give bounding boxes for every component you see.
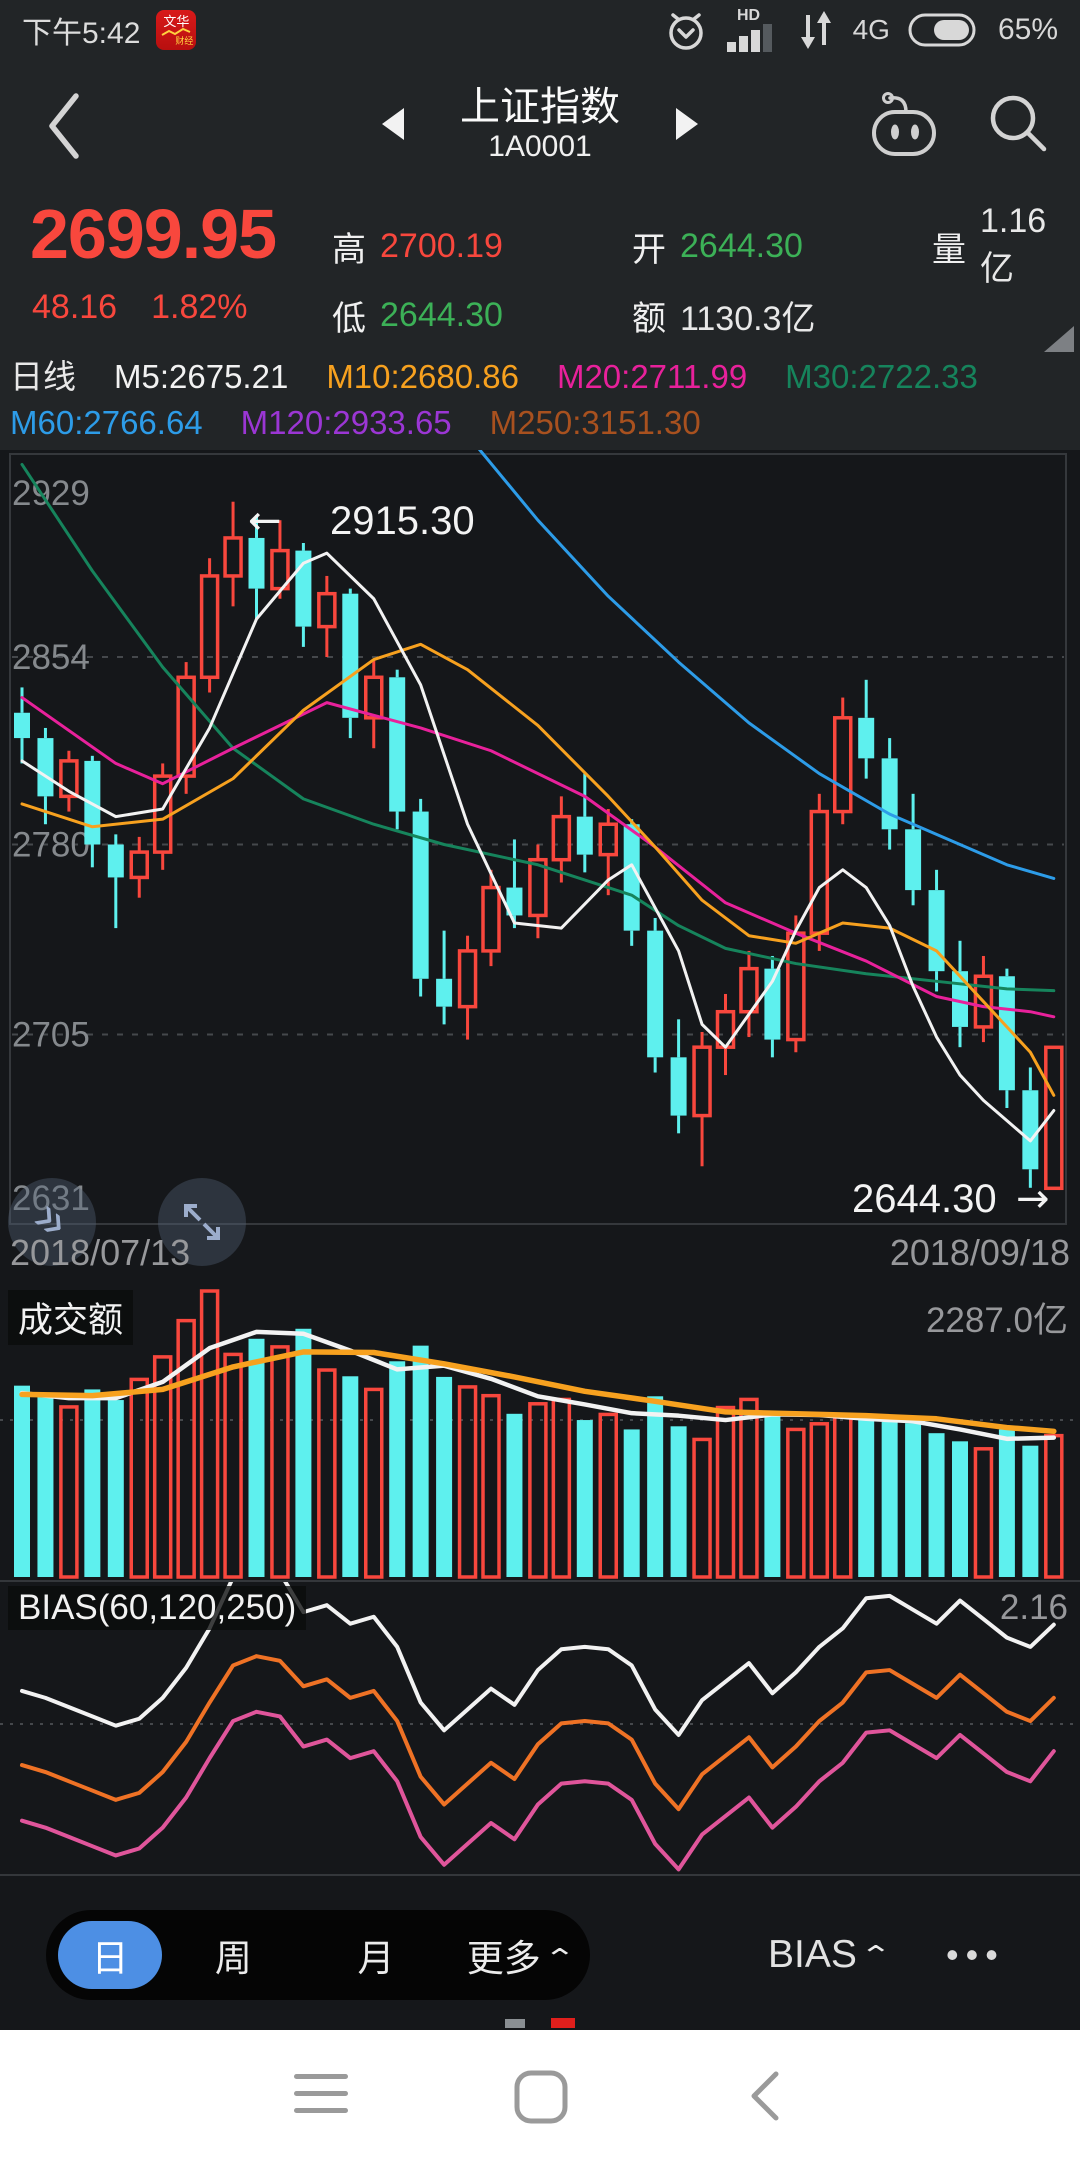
change-value: 48.16: [32, 288, 118, 326]
page-title: 上证指数: [460, 84, 620, 129]
svg-text:2644.30: 2644.30: [852, 1177, 997, 1221]
amount-value: 1130.3亿: [680, 299, 816, 338]
alarm-icon: [668, 13, 703, 50]
start-date-label: 2018/07/13: [10, 1232, 191, 1273]
svg-text:2780: 2780: [12, 826, 90, 865]
period-tab-bar: 日 周 月 更多⌃: [46, 1910, 590, 2000]
nav-back-icon[interactable]: [744, 2068, 784, 2124]
volume-label: 量: [932, 230, 966, 269]
app-icon-text: 文华: [163, 13, 190, 29]
last-price: 2699.95: [30, 195, 277, 273]
back-button[interactable]: [40, 88, 92, 164]
home-icon[interactable]: [512, 2068, 570, 2126]
battery-percent-label: 65%: [997, 13, 1058, 46]
bias-canvas[interactable]: [0, 1582, 1080, 1874]
ma-legend-item: M10:2680.86: [326, 358, 519, 395]
ma-legend-item: M5:2675.21: [114, 358, 289, 395]
clock-time: 下午5:42: [22, 17, 141, 50]
hd-signal-icon: HD: [726, 7, 772, 52]
menu-icon[interactable]: [292, 2068, 350, 2118]
ma-legend-item: M250:3151.30: [489, 404, 701, 441]
indicator-label: BIAS: [768, 1933, 857, 1976]
bias-last-value: 2.16: [999, 1588, 1068, 1627]
ma-legend: 日线 M5:2675.21 M10:2680.86 M20:2711.99 M30:2…: [0, 354, 1080, 450]
volume-canvas[interactable]: [0, 1286, 1080, 1580]
open-value: 2644.30: [680, 226, 803, 265]
tab-week[interactable]: 周: [214, 1938, 252, 1979]
chevron-up-icon: ⌃: [543, 1943, 577, 1973]
open-label: 开: [632, 230, 666, 269]
app-icon-chart-line: [161, 27, 191, 36]
ma-legend-item: M30:2722.33: [785, 358, 978, 395]
svg-text:HD: HD: [737, 7, 760, 24]
tab-more[interactable]: 更多⌃: [447, 1928, 590, 1982]
date-axis: 2018/07/13 2018/09/18: [0, 1230, 1080, 1286]
svg-text:2631: 2631: [12, 1179, 90, 1218]
bottom-toolbar: 日 周 月 更多⌃ BIAS ⌃ •••: [0, 1876, 1080, 2030]
high-value: 2700.19: [380, 226, 503, 265]
battery-icon: [908, 13, 976, 47]
svg-text:2854: 2854: [12, 638, 90, 677]
search-button[interactable]: [986, 91, 1050, 157]
period-label: 日线: [10, 358, 76, 395]
price-change: 48.16 1.82%: [32, 288, 248, 327]
tab-day[interactable]: 日: [58, 1921, 162, 1989]
tab-month[interactable]: 月: [357, 1938, 395, 1979]
svg-text:→: →: [1016, 1176, 1050, 1222]
ma-legend-item: M20:2711.99: [556, 358, 748, 395]
page-indicator: [0, 2018, 1080, 2028]
collapse-chart-button[interactable]: »: [8, 1178, 96, 1266]
ma-legend-item: M60:2766.64: [10, 404, 203, 441]
page-dot-inactive: [505, 2018, 525, 2028]
expand-icon: [184, 1204, 220, 1240]
status-bar: 下午5:42 文华 财经 HD: [0, 0, 1080, 60]
end-date-label: 2018/09/18: [889, 1232, 1070, 1273]
chevron-up-icon: ⌃: [859, 1939, 893, 1970]
expand-chart-button[interactable]: [158, 1178, 246, 1266]
kline-chart[interactable]: 2929 2854 2780 2705 2631 ← 2915.30 2644.30 → »: [0, 450, 1080, 1266]
wenhua-app-icon: 文华 财经: [156, 10, 197, 50]
more-options-button[interactable]: •••: [946, 1934, 1005, 1975]
app-header: 上证指数 1A0001: [0, 60, 1080, 188]
svg-text:2915.30: 2915.30: [330, 499, 475, 543]
network-type-label: 4G: [852, 14, 890, 45]
app-icon-subtext: 财经: [175, 35, 194, 46]
low-label: 低: [332, 299, 366, 338]
volume-pane-label: 成交额: [8, 1290, 134, 1345]
instrument-title: 上证指数 1A0001: [460, 84, 620, 165]
bias-pane-label: BIAS(60,120,250): [8, 1586, 307, 1630]
ma-legend-item: M120:2933.65: [240, 404, 452, 441]
corner-fold-icon[interactable]: [1044, 326, 1074, 352]
robot-assistant-button[interactable]: [866, 90, 942, 158]
instrument-code: 1A0001: [488, 129, 592, 163]
indicator-selector[interactable]: BIAS ⌃: [768, 1910, 892, 2000]
prev-instrument-button[interactable]: [382, 108, 404, 140]
page-dot-active: [551, 2018, 575, 2028]
volume-pane[interactable]: 成交额 2287.0亿: [0, 1286, 1080, 1580]
svg-text:2705: 2705: [12, 1016, 90, 1055]
next-instrument-button[interactable]: [676, 108, 698, 140]
tab-more-label: 更多: [466, 1938, 541, 1979]
change-percent: 1.82%: [151, 288, 248, 326]
volume-max-label: 2287.0亿: [925, 1301, 1068, 1340]
low-value: 2644.30: [380, 295, 503, 334]
bias-pane[interactable]: BIAS(60,120,250) 2.16: [0, 1580, 1080, 1876]
volume-value: 1.16亿: [980, 202, 1047, 288]
android-nav-bar: [0, 2030, 1080, 2160]
high-label: 高: [332, 230, 366, 269]
amount-label: 额: [632, 299, 666, 338]
data-arrows-icon: [800, 11, 831, 49]
svg-text:←: ←: [248, 498, 282, 544]
